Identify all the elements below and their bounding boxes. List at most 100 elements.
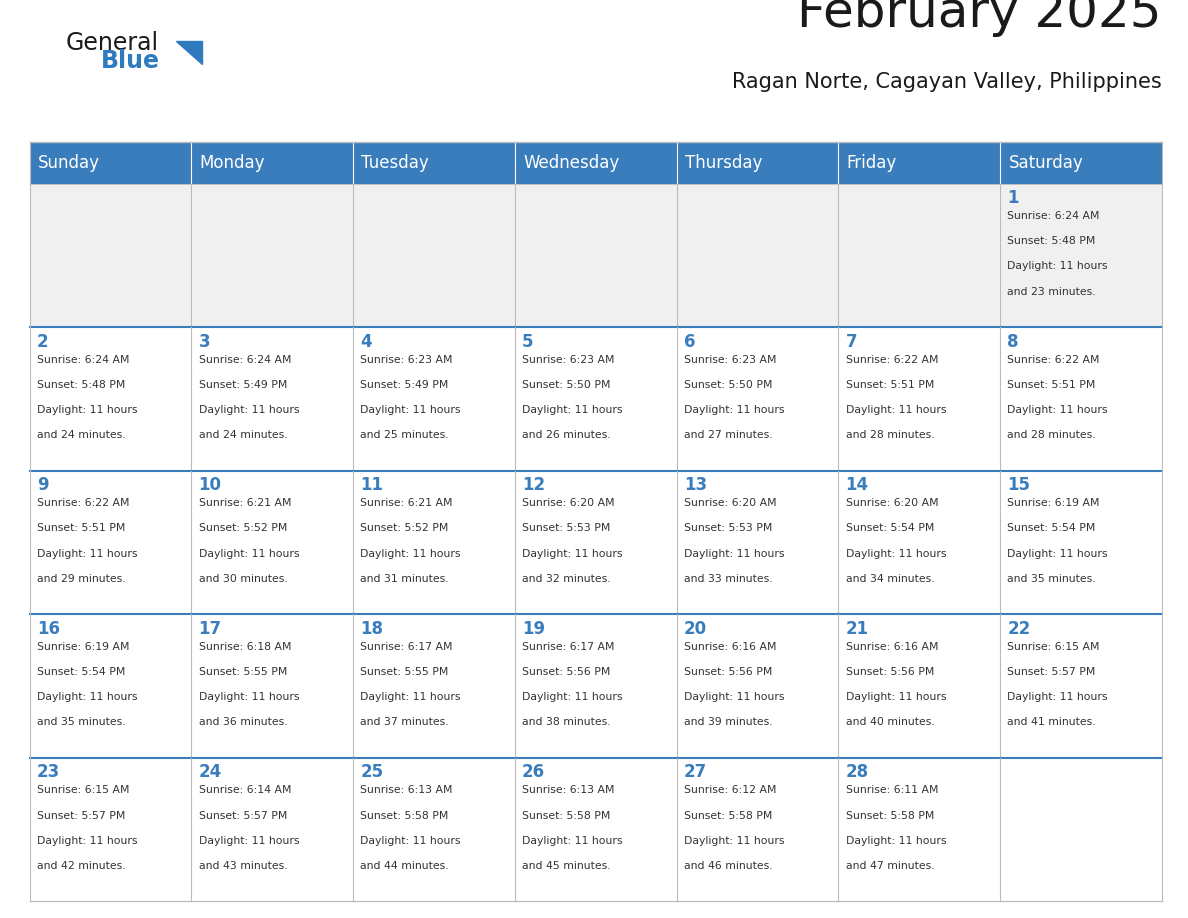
Text: Sunrise: 6:17 AM: Sunrise: 6:17 AM — [360, 642, 453, 652]
Text: and 40 minutes.: and 40 minutes. — [846, 717, 934, 727]
Text: Daylight: 11 hours: Daylight: 11 hours — [198, 549, 299, 558]
Text: Sunset: 5:55 PM: Sunset: 5:55 PM — [198, 667, 287, 677]
Bar — [353, 142, 514, 184]
Bar — [839, 614, 1000, 758]
Text: Sunrise: 6:21 AM: Sunrise: 6:21 AM — [198, 498, 291, 509]
Text: and 30 minutes.: and 30 minutes. — [198, 574, 287, 584]
Text: Sunset: 5:48 PM: Sunset: 5:48 PM — [1007, 236, 1095, 246]
Text: Daylight: 11 hours: Daylight: 11 hours — [198, 405, 299, 415]
Bar — [30, 614, 191, 758]
Text: 24: 24 — [198, 764, 222, 781]
Text: and 24 minutes.: and 24 minutes. — [37, 431, 126, 440]
Bar — [839, 471, 1000, 614]
Bar — [839, 758, 1000, 901]
Text: 1: 1 — [1007, 189, 1019, 207]
Text: Sunrise: 6:22 AM: Sunrise: 6:22 AM — [37, 498, 129, 509]
Text: 15: 15 — [1007, 476, 1030, 494]
Text: and 39 minutes.: and 39 minutes. — [684, 717, 772, 727]
Text: Sunset: 5:56 PM: Sunset: 5:56 PM — [846, 667, 934, 677]
Text: Sunrise: 6:17 AM: Sunrise: 6:17 AM — [522, 642, 614, 652]
Text: Daylight: 11 hours: Daylight: 11 hours — [1007, 405, 1107, 415]
Text: 14: 14 — [846, 476, 868, 494]
Text: and 45 minutes.: and 45 minutes. — [522, 861, 611, 871]
Text: 13: 13 — [684, 476, 707, 494]
Text: and 36 minutes.: and 36 minutes. — [198, 717, 287, 727]
Text: Sunrise: 6:19 AM: Sunrise: 6:19 AM — [1007, 498, 1100, 509]
Text: and 42 minutes.: and 42 minutes. — [37, 861, 126, 871]
Text: Sunset: 5:55 PM: Sunset: 5:55 PM — [360, 667, 449, 677]
Text: Daylight: 11 hours: Daylight: 11 hours — [522, 405, 623, 415]
Text: Sunrise: 6:12 AM: Sunrise: 6:12 AM — [684, 786, 776, 795]
Text: Sunrise: 6:23 AM: Sunrise: 6:23 AM — [522, 354, 614, 364]
Text: Daylight: 11 hours: Daylight: 11 hours — [360, 835, 461, 845]
Text: Daylight: 11 hours: Daylight: 11 hours — [198, 835, 299, 845]
Bar — [191, 471, 353, 614]
Text: Blue: Blue — [101, 50, 160, 73]
Bar — [514, 142, 677, 184]
Text: Sunset: 5:56 PM: Sunset: 5:56 PM — [522, 667, 611, 677]
Bar — [677, 614, 839, 758]
Text: Sunday: Sunday — [38, 154, 100, 172]
Text: Sunset: 5:54 PM: Sunset: 5:54 PM — [37, 667, 125, 677]
Bar — [677, 471, 839, 614]
Text: Daylight: 11 hours: Daylight: 11 hours — [846, 835, 946, 845]
Bar — [514, 327, 677, 471]
Text: Sunset: 5:58 PM: Sunset: 5:58 PM — [360, 811, 449, 821]
Text: Daylight: 11 hours: Daylight: 11 hours — [1007, 262, 1107, 272]
Text: Sunrise: 6:15 AM: Sunrise: 6:15 AM — [1007, 642, 1100, 652]
Text: 11: 11 — [360, 476, 384, 494]
Bar — [514, 758, 677, 901]
Text: Daylight: 11 hours: Daylight: 11 hours — [684, 835, 784, 845]
Text: Sunset: 5:57 PM: Sunset: 5:57 PM — [37, 811, 125, 821]
Text: Sunrise: 6:24 AM: Sunrise: 6:24 AM — [198, 354, 291, 364]
Bar — [1000, 142, 1162, 184]
Bar — [1000, 471, 1162, 614]
Text: Sunrise: 6:24 AM: Sunrise: 6:24 AM — [1007, 211, 1100, 221]
Text: and 43 minutes.: and 43 minutes. — [198, 861, 287, 871]
Text: Sunset: 5:50 PM: Sunset: 5:50 PM — [684, 380, 772, 390]
Bar — [30, 471, 191, 614]
Text: 3: 3 — [198, 332, 210, 351]
Bar — [353, 471, 514, 614]
Text: and 44 minutes.: and 44 minutes. — [360, 861, 449, 871]
Bar — [353, 614, 514, 758]
Bar — [1000, 327, 1162, 471]
Text: Tuesday: Tuesday — [361, 154, 429, 172]
Text: and 28 minutes.: and 28 minutes. — [846, 431, 934, 440]
Text: Sunrise: 6:20 AM: Sunrise: 6:20 AM — [684, 498, 777, 509]
Text: Saturday: Saturday — [1009, 154, 1083, 172]
Text: and 27 minutes.: and 27 minutes. — [684, 431, 772, 440]
Bar — [839, 327, 1000, 471]
Bar — [353, 184, 514, 327]
Bar — [191, 758, 353, 901]
Text: 8: 8 — [1007, 332, 1019, 351]
Text: Sunset: 5:51 PM: Sunset: 5:51 PM — [846, 380, 934, 390]
Polygon shape — [176, 41, 202, 64]
Text: Sunset: 5:58 PM: Sunset: 5:58 PM — [522, 811, 611, 821]
Text: Daylight: 11 hours: Daylight: 11 hours — [684, 405, 784, 415]
Text: 23: 23 — [37, 764, 61, 781]
Text: Sunrise: 6:14 AM: Sunrise: 6:14 AM — [198, 786, 291, 795]
Text: Daylight: 11 hours: Daylight: 11 hours — [522, 549, 623, 558]
Text: Sunset: 5:52 PM: Sunset: 5:52 PM — [360, 523, 449, 533]
Text: Daylight: 11 hours: Daylight: 11 hours — [1007, 692, 1107, 702]
Bar — [839, 142, 1000, 184]
Text: 7: 7 — [846, 332, 857, 351]
Text: 25: 25 — [360, 764, 384, 781]
Text: Daylight: 11 hours: Daylight: 11 hours — [684, 549, 784, 558]
Text: Sunrise: 6:16 AM: Sunrise: 6:16 AM — [846, 642, 939, 652]
Text: 18: 18 — [360, 620, 384, 638]
Text: and 46 minutes.: and 46 minutes. — [684, 861, 772, 871]
Text: Daylight: 11 hours: Daylight: 11 hours — [37, 692, 138, 702]
Bar — [191, 327, 353, 471]
Text: and 41 minutes.: and 41 minutes. — [1007, 717, 1095, 727]
Text: Sunrise: 6:20 AM: Sunrise: 6:20 AM — [522, 498, 614, 509]
Text: 9: 9 — [37, 476, 49, 494]
Text: Daylight: 11 hours: Daylight: 11 hours — [360, 692, 461, 702]
Text: Daylight: 11 hours: Daylight: 11 hours — [37, 405, 138, 415]
Text: and 31 minutes.: and 31 minutes. — [360, 574, 449, 584]
Text: 27: 27 — [684, 764, 707, 781]
Text: Sunrise: 6:24 AM: Sunrise: 6:24 AM — [37, 354, 129, 364]
Text: Sunrise: 6:11 AM: Sunrise: 6:11 AM — [846, 786, 939, 795]
Text: Daylight: 11 hours: Daylight: 11 hours — [684, 692, 784, 702]
